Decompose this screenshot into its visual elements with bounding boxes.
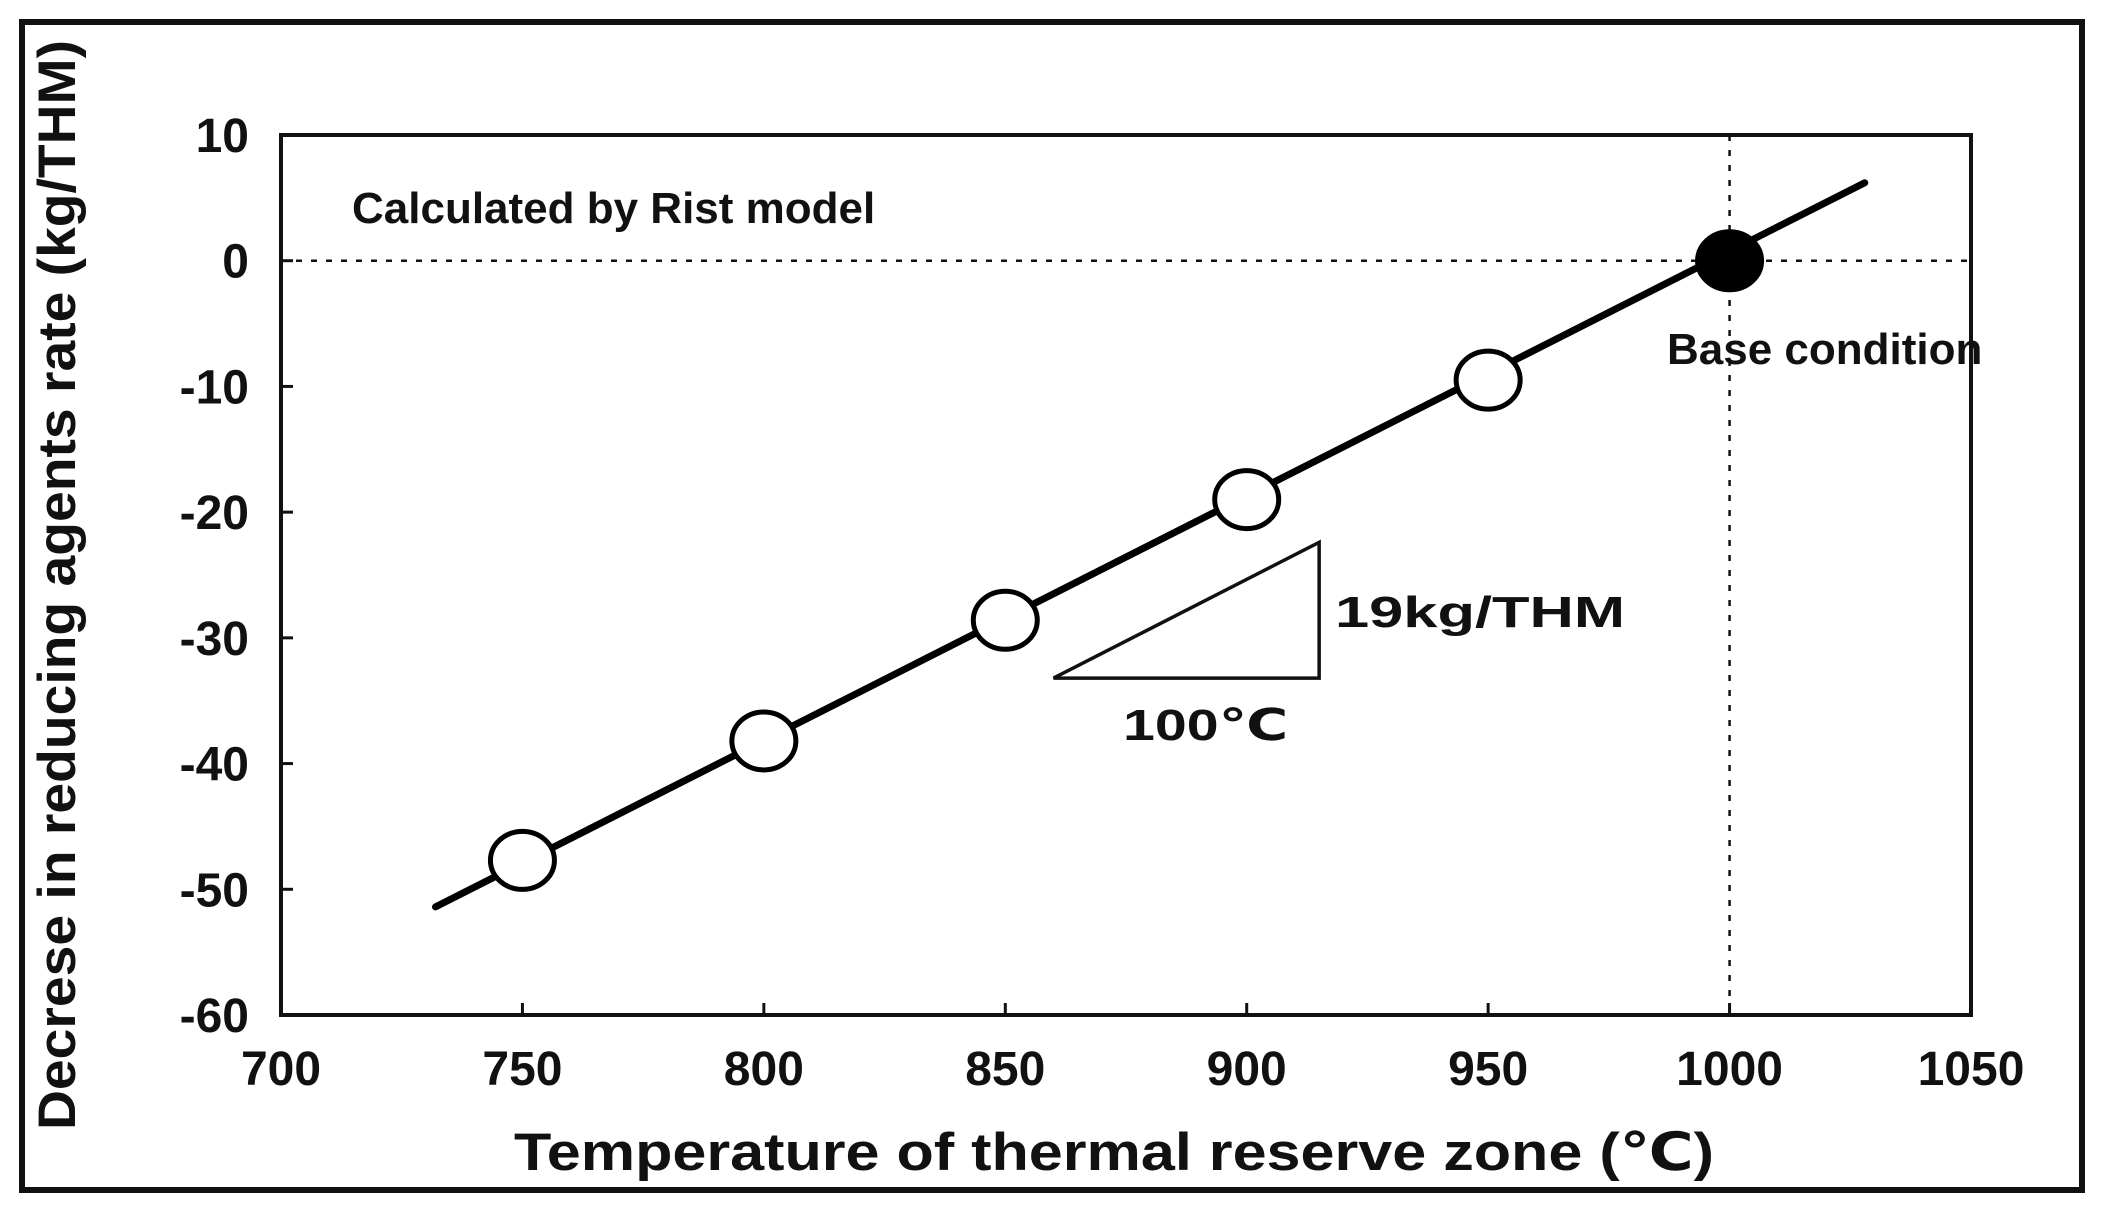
x-tick-label-800: 800 bbox=[724, 1043, 804, 1096]
x-axis-title: Temperature of thermal reserve zone (℃) bbox=[514, 1123, 1714, 1182]
y-tick-label--60: -60 bbox=[180, 990, 249, 1043]
y-axis-ticks bbox=[281, 133, 293, 1017]
y-tick-label-10: 10 bbox=[196, 110, 249, 163]
trend-line bbox=[432, 179, 1869, 911]
slope-dy-label: 19kg/THM bbox=[1335, 588, 1625, 637]
base-condition-label: Base condition bbox=[1667, 325, 1982, 374]
data-point-950 bbox=[1453, 348, 1523, 412]
x-tick-label-950: 950 bbox=[1448, 1043, 1528, 1096]
x-tick-label-850: 850 bbox=[965, 1043, 1045, 1096]
data-point-850 bbox=[970, 588, 1040, 652]
data-point-800 bbox=[729, 709, 799, 773]
slope-triangle bbox=[1052, 539, 1321, 680]
x-axis-ticks bbox=[279, 1003, 1973, 1015]
x-axis-tick-labels: 700 750 800 850 900 950 1000 1050 bbox=[241, 1043, 2024, 1096]
y-tick-label-0: 0 bbox=[222, 236, 249, 289]
data-point-750 bbox=[487, 828, 557, 892]
y-tick-label--20: -20 bbox=[180, 487, 249, 540]
method-annotation: Calculated by Rist model bbox=[352, 184, 875, 233]
y-tick-label--40: -40 bbox=[180, 739, 249, 792]
x-tick-label-700: 700 bbox=[241, 1043, 321, 1096]
y-axis-tick-labels: 10 0 -10 -20 -30 -40 -50 -60 bbox=[180, 110, 249, 1043]
y-tick-label--50: -50 bbox=[180, 864, 249, 917]
plot-area bbox=[279, 133, 1973, 1017]
x-tick-label-1000: 1000 bbox=[1676, 1043, 1783, 1096]
x-tick-label-750: 750 bbox=[482, 1043, 562, 1096]
data-point-900 bbox=[1212, 468, 1282, 532]
y-axis-title: Decrese in reducing agents rate (kg/THM) bbox=[28, 40, 87, 1130]
x-tick-label-900: 900 bbox=[1207, 1043, 1287, 1096]
y-tick-label--30: -30 bbox=[180, 613, 249, 666]
data-markers bbox=[487, 229, 1765, 892]
x-tick-label-1050: 1050 bbox=[1918, 1043, 2025, 1096]
y-tick-label--10: -10 bbox=[180, 361, 249, 414]
figure-frame bbox=[19, 19, 2085, 1193]
base-condition-point bbox=[1695, 229, 1765, 293]
slope-dx-label: 100℃ bbox=[1123, 701, 1288, 750]
